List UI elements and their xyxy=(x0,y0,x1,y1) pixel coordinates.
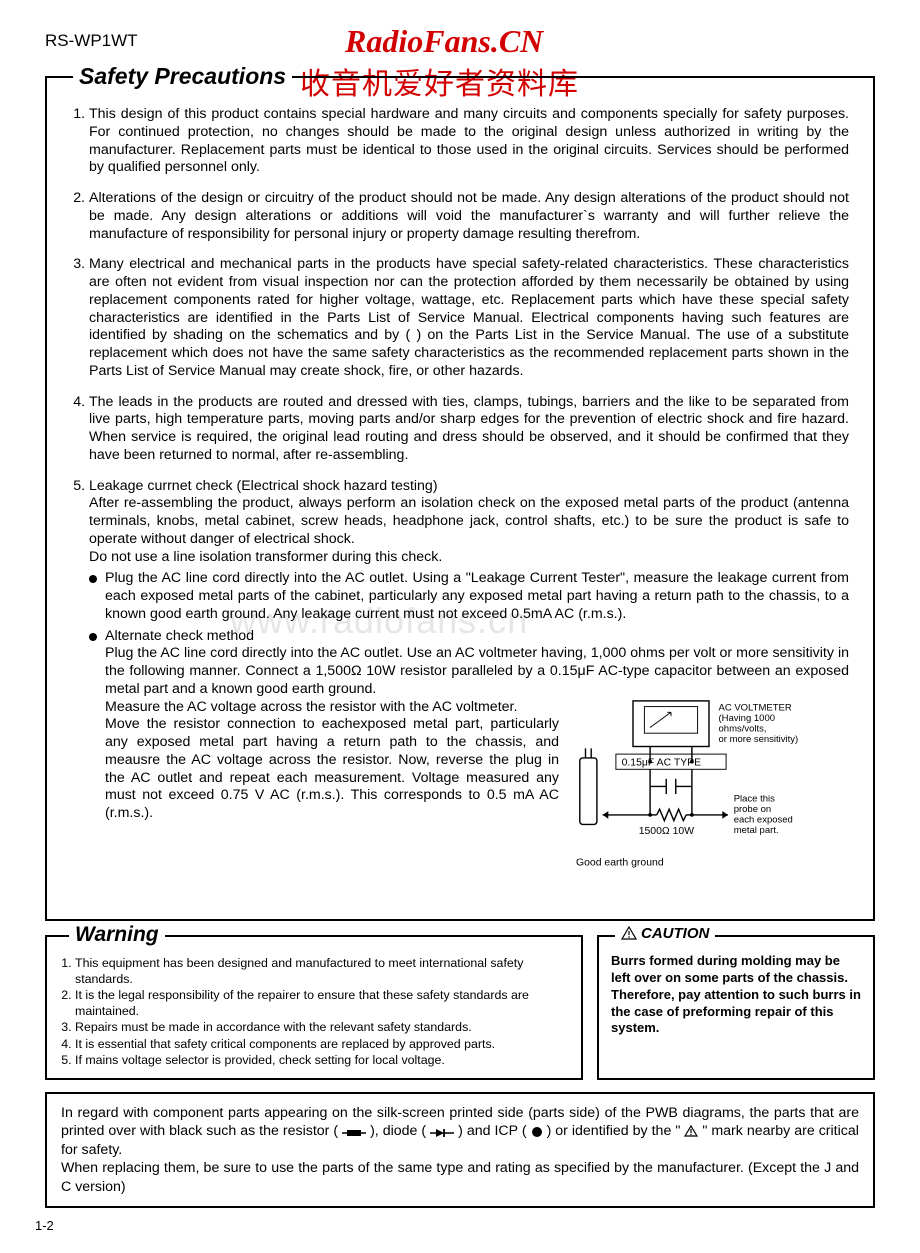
caution-title: CAUTION xyxy=(615,925,715,942)
warning-item: This equipment has been designed and man… xyxy=(75,955,569,987)
item5-body: After re-assembling the product, always … xyxy=(89,495,849,564)
safety-item-5: Leakage currnet check (Electrical shock … xyxy=(89,478,849,892)
svg-text:each exposed: each exposed xyxy=(734,814,793,825)
svg-text:(Having 1000: (Having 1000 xyxy=(719,712,776,723)
safety-triangle-icon xyxy=(684,1125,698,1137)
safety-item: Alterations of the design or circuitry o… xyxy=(89,190,849,243)
svg-text:Place this: Place this xyxy=(734,793,775,804)
pwb-text: ) and ICP ( xyxy=(458,1123,526,1139)
svg-text:Good earth ground: Good earth ground xyxy=(576,857,664,868)
bullet1-text: Plug the AC line cord directly into the … xyxy=(105,570,849,623)
icp-icon xyxy=(531,1126,543,1138)
safety-precautions-box: Safety Precautions This design of this p… xyxy=(45,76,875,921)
warning-item: It is essential that safety critical com… xyxy=(75,1036,569,1052)
svg-text:probe on: probe on xyxy=(734,804,772,815)
site-title: RadioFans.CN xyxy=(345,23,543,60)
leakage-diagram: AC VOLTMETER (Having 1000 ohms/volts, or… xyxy=(569,699,849,892)
model-code: RS-WP1WT xyxy=(45,31,138,51)
bullet2-p3: Move the resistor connection to eachexpo… xyxy=(105,716,559,823)
svg-text:0.15μF AC TYPE: 0.15μF AC TYPE xyxy=(622,757,702,768)
bullet-row: Alternate check method Plug the AC line … xyxy=(89,628,849,892)
bullet-icon xyxy=(89,633,97,641)
safety-list: This design of this product contains spe… xyxy=(71,106,849,892)
page-number: 1-2 xyxy=(35,1218,875,1233)
item5-lead: Leakage currnet check (Electrical shock … xyxy=(89,478,438,494)
pwb-text: ) or identified by the " xyxy=(547,1123,681,1139)
diode-icon xyxy=(430,1128,454,1138)
caution-box: CAUTION Burrs formed during molding may … xyxy=(597,935,875,1080)
caution-label: CAUTION xyxy=(641,925,709,942)
svg-text:ohms/volts,: ohms/volts, xyxy=(719,723,767,734)
caution-body: Burrs formed during molding may be left … xyxy=(611,953,861,1037)
warning-box: Warning This equipment has been designed… xyxy=(45,935,583,1080)
pwb-p2: When replacing them, be sure to use the … xyxy=(61,1159,859,1196)
safety-item-text: Many electrical and mechanical parts in … xyxy=(89,256,849,379)
svg-text:or more sensitivity): or more sensitivity) xyxy=(719,733,799,744)
warning-item: It is the legal responsibility of the re… xyxy=(75,987,569,1019)
svg-text:1500Ω 10W: 1500Ω 10W xyxy=(639,825,695,836)
resistor-icon xyxy=(342,1128,366,1138)
svg-text:metal part.: metal part. xyxy=(734,824,779,835)
safety-item: Many electrical and mechanical parts in … xyxy=(89,256,849,380)
bullet-row: Plug the AC line cord directly into the … xyxy=(89,570,849,623)
warning-list: This equipment has been designed and man… xyxy=(59,955,569,1068)
pwb-p1: In regard with component parts appearing… xyxy=(61,1104,859,1159)
caution-triangle-icon xyxy=(621,926,637,940)
bullet2-p2: Measure the AC voltage across the resist… xyxy=(105,699,559,717)
bullet-icon xyxy=(89,575,97,583)
warning-item: If mains voltage selector is provided, c… xyxy=(75,1052,569,1068)
safety-item: This design of this product contains spe… xyxy=(89,106,849,177)
warning-item: Repairs must be made in accordance with … xyxy=(75,1019,569,1035)
warning-title: Warning xyxy=(69,923,165,947)
safety-item: The leads in the products are routed and… xyxy=(89,394,849,465)
pwb-text: ), diode ( xyxy=(370,1123,426,1139)
safety-title: Safety Precautions xyxy=(73,63,292,90)
bullet2-title: Alternate check method xyxy=(105,628,849,646)
bullet2-p1: Plug the AC line cord directly into the … xyxy=(105,645,849,698)
svg-text:AC VOLTMETER: AC VOLTMETER xyxy=(719,702,792,713)
